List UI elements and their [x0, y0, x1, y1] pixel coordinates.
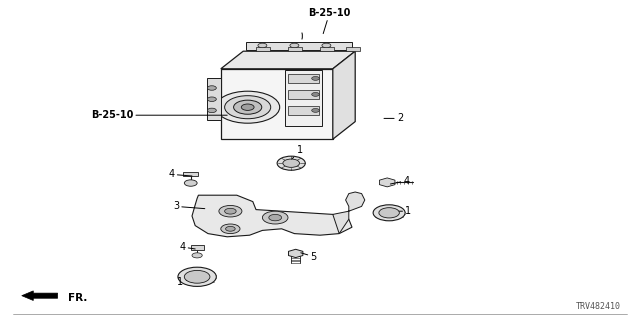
Text: FR.: FR.: [68, 293, 88, 303]
Circle shape: [373, 205, 405, 221]
Text: 4: 4: [390, 176, 410, 186]
Text: 4: 4: [168, 169, 192, 180]
Text: B-25-10: B-25-10: [308, 8, 351, 34]
Polygon shape: [246, 42, 352, 50]
FancyArrow shape: [22, 291, 58, 300]
Polygon shape: [183, 172, 198, 176]
Circle shape: [290, 43, 299, 48]
Circle shape: [312, 76, 319, 80]
Circle shape: [241, 104, 254, 110]
Circle shape: [225, 208, 236, 214]
Polygon shape: [192, 195, 352, 237]
Circle shape: [216, 91, 280, 123]
Circle shape: [207, 86, 216, 90]
Circle shape: [322, 43, 331, 48]
Text: 5: 5: [301, 252, 317, 262]
Circle shape: [225, 227, 236, 231]
Polygon shape: [333, 51, 355, 139]
Circle shape: [207, 108, 216, 113]
Polygon shape: [288, 74, 319, 83]
Circle shape: [207, 97, 216, 101]
Circle shape: [283, 159, 300, 167]
Polygon shape: [256, 47, 270, 51]
Circle shape: [379, 208, 399, 218]
Circle shape: [312, 92, 319, 96]
Text: 2: 2: [384, 113, 403, 124]
Text: 3: 3: [173, 201, 205, 212]
Polygon shape: [320, 47, 334, 51]
Circle shape: [234, 100, 262, 114]
Circle shape: [269, 214, 282, 221]
Polygon shape: [380, 178, 395, 187]
Polygon shape: [289, 249, 303, 258]
Circle shape: [184, 180, 197, 186]
Polygon shape: [285, 70, 322, 126]
Polygon shape: [288, 106, 319, 115]
Polygon shape: [288, 90, 319, 99]
Circle shape: [262, 211, 288, 224]
Circle shape: [225, 96, 271, 119]
Text: 1: 1: [392, 206, 412, 216]
Text: TRV482410: TRV482410: [576, 302, 621, 311]
Polygon shape: [221, 51, 355, 69]
Circle shape: [192, 253, 202, 258]
Polygon shape: [191, 245, 204, 250]
Text: B-25-10: B-25-10: [91, 110, 227, 120]
Circle shape: [178, 267, 216, 286]
Circle shape: [184, 270, 210, 283]
Circle shape: [258, 43, 267, 48]
Circle shape: [277, 156, 305, 170]
Circle shape: [219, 205, 242, 217]
Polygon shape: [288, 47, 302, 51]
Polygon shape: [346, 47, 360, 51]
Text: 1: 1: [291, 145, 303, 160]
Polygon shape: [207, 78, 221, 120]
Polygon shape: [333, 192, 365, 234]
Text: 1: 1: [177, 276, 195, 287]
Polygon shape: [221, 69, 333, 139]
Text: 4: 4: [179, 242, 195, 252]
Circle shape: [221, 224, 240, 234]
Circle shape: [312, 108, 319, 112]
